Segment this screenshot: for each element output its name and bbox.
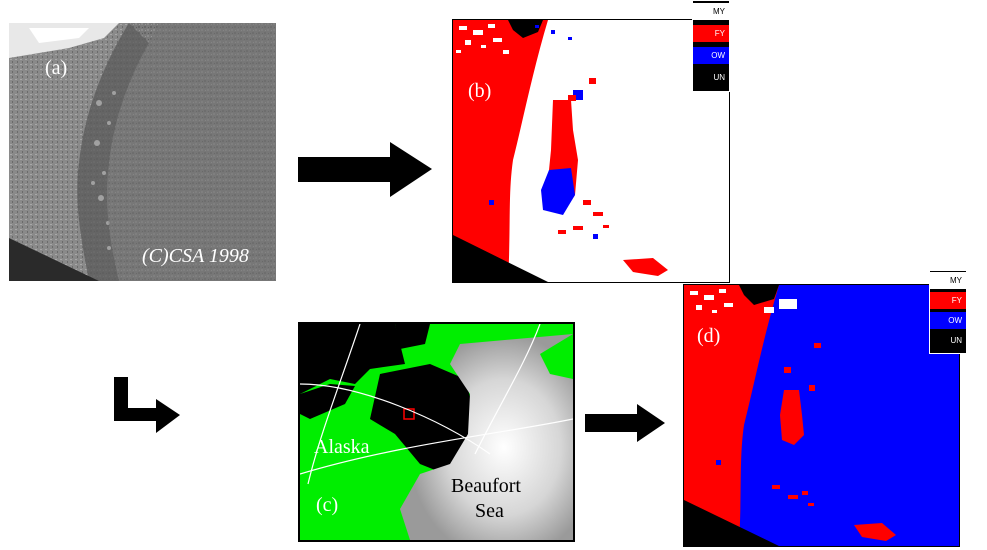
legend-swatch-un-2: UN: [930, 332, 966, 349]
legend-label-un: UN: [713, 73, 725, 82]
legend-swatch-fy: FY: [693, 25, 729, 42]
elbow-arrow-icon: [114, 377, 180, 433]
copyright-text: (C)CSA 1998: [142, 245, 249, 267]
legend-label-my-2: MY: [950, 276, 962, 285]
sar-image-graphic: [9, 23, 276, 281]
legend-swatch-ow-2: OW: [930, 312, 966, 329]
legend-swatch-un: UN: [693, 69, 729, 86]
panel-c-regional-map: Alaska Beaufort Sea (c): [298, 322, 575, 542]
panel-c-label: (c): [316, 494, 339, 516]
legend-label-ow: OW: [711, 51, 725, 60]
legend-swatch-fy-2: FY: [930, 292, 966, 309]
right-arrow-icon-2: [585, 404, 665, 442]
legend-label-fy-2: FY: [951, 296, 962, 305]
alaska-label: Alaska: [314, 436, 370, 458]
legend-swatch-ow: OW: [693, 47, 729, 64]
regional-map-graphic: [300, 324, 573, 540]
legend-label-ow-2: OW: [948, 316, 962, 325]
legend-swatch-my: MY: [693, 3, 729, 20]
beaufort-sea-label-line1: Beaufort: [451, 475, 521, 497]
beaufort-sea-label-line2: Sea: [475, 500, 504, 522]
classification-map-b: [453, 20, 668, 282]
panel-a-label: (a): [45, 57, 68, 79]
legend-label-my: MY: [713, 7, 725, 16]
classification-map-d: [684, 285, 896, 546]
panel-b-classification: [452, 19, 730, 283]
legend-label-un-2: UN: [950, 336, 962, 345]
right-arrow-icon: [298, 142, 432, 197]
panel-d-label: (d): [697, 325, 721, 347]
legend-top: MY FY OW UN: [692, 0, 730, 92]
panel-b-label: (b): [468, 80, 492, 102]
legend-swatch-my-2: MY: [930, 272, 966, 289]
legend-bottom: MY FY OW UN: [929, 270, 967, 354]
legend-label-fy: FY: [714, 29, 725, 38]
panel-d-classification: [683, 284, 960, 547]
panel-a-sar-image: (a) (C)CSA 1998: [9, 23, 276, 281]
